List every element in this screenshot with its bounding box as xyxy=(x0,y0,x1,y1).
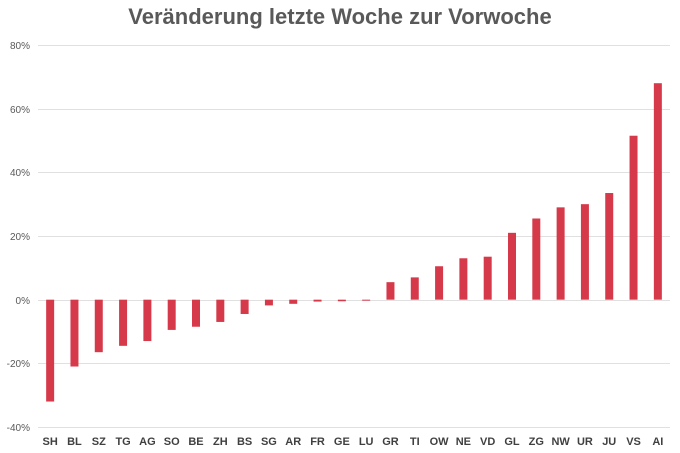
x-tick-label-ow: OW xyxy=(430,436,450,448)
bar-ar xyxy=(289,299,298,304)
bar-vd xyxy=(483,256,492,300)
x-tick-label-nw: NW xyxy=(551,436,570,448)
x-tick-label-sz: SZ xyxy=(92,436,106,448)
bar-so xyxy=(167,299,176,330)
x-tick-label-fr: FR xyxy=(310,436,325,448)
x-tick-label-gl: GL xyxy=(504,436,520,448)
x-tick-label-ju: JU xyxy=(602,436,616,448)
x-tick-label-gr: GR xyxy=(382,436,399,448)
bar-ti xyxy=(410,277,419,300)
x-tick-label-tg: TG xyxy=(115,436,130,448)
bar-ur xyxy=(580,204,589,300)
x-tick-label-ge: GE xyxy=(334,436,350,448)
bar-ne xyxy=(459,258,468,300)
x-tick-label-ti: TI xyxy=(410,436,420,448)
bar-sh xyxy=(46,299,55,402)
y-tick-label: 60% xyxy=(10,105,30,116)
bar-vs xyxy=(629,135,638,300)
bar-nw xyxy=(556,207,565,300)
x-tick-label-sh: SH xyxy=(43,436,58,448)
bar-ju xyxy=(605,193,614,300)
bar-ai xyxy=(653,83,662,300)
x-tick-label-so: SO xyxy=(164,436,180,448)
y-tick-label: -40% xyxy=(7,423,30,434)
bar-gl xyxy=(508,232,516,300)
y-tick-label: -20% xyxy=(7,359,30,370)
x-tick-label-lu: LU xyxy=(359,436,374,448)
x-tick-label-ai: AI xyxy=(652,436,663,448)
x-tick-label-be: BE xyxy=(188,436,203,448)
bar-sg xyxy=(264,299,273,306)
x-tick-label-sg: SG xyxy=(261,436,277,448)
x-tick-label-bs: BS xyxy=(237,436,252,448)
bar-ge xyxy=(337,299,346,302)
y-axis-ticks: -40% -20% 0% 20% 40% 60% 80% xyxy=(7,41,30,434)
y-tick-label: 80% xyxy=(10,41,30,52)
bar-bs xyxy=(240,299,249,314)
bar-gr xyxy=(386,282,395,300)
x-tick-label-zh: ZH xyxy=(213,436,228,448)
bar-ag xyxy=(143,299,152,342)
bar-lu xyxy=(362,299,371,301)
y-tick-label: 0% xyxy=(16,296,31,307)
bar-be xyxy=(192,299,200,327)
x-tick-label-ag: AG xyxy=(139,436,156,448)
x-tick-label-ar: AR xyxy=(285,436,301,448)
gridlines xyxy=(38,45,670,428)
y-tick-label: 40% xyxy=(10,168,30,179)
bar-tg xyxy=(119,299,128,346)
bar-zh xyxy=(216,299,225,322)
bar-ow xyxy=(435,266,444,300)
bar-sz xyxy=(94,299,103,353)
bar-fr xyxy=(313,299,322,302)
x-tick-label-zg: ZG xyxy=(529,436,544,448)
x-tick-label-vs: VS xyxy=(626,436,641,448)
x-tick-label-ne: NE xyxy=(456,436,471,448)
bar-bl xyxy=(70,299,79,367)
x-axis-labels: SH BL SZ TG AG SO BE ZH BS SG AR FR GE LU GR TI OW NE VD GL… xyxy=(43,436,664,448)
bar-zg xyxy=(532,218,541,300)
bars xyxy=(46,83,662,402)
y-tick-label: 20% xyxy=(10,232,30,243)
x-tick-label-ur: UR xyxy=(577,436,593,448)
chart-title: Veränderung letzte Woche zur Vorwoche xyxy=(128,4,552,29)
x-tick-label-bl: BL xyxy=(67,436,82,448)
x-tick-label-vd: VD xyxy=(480,436,495,448)
